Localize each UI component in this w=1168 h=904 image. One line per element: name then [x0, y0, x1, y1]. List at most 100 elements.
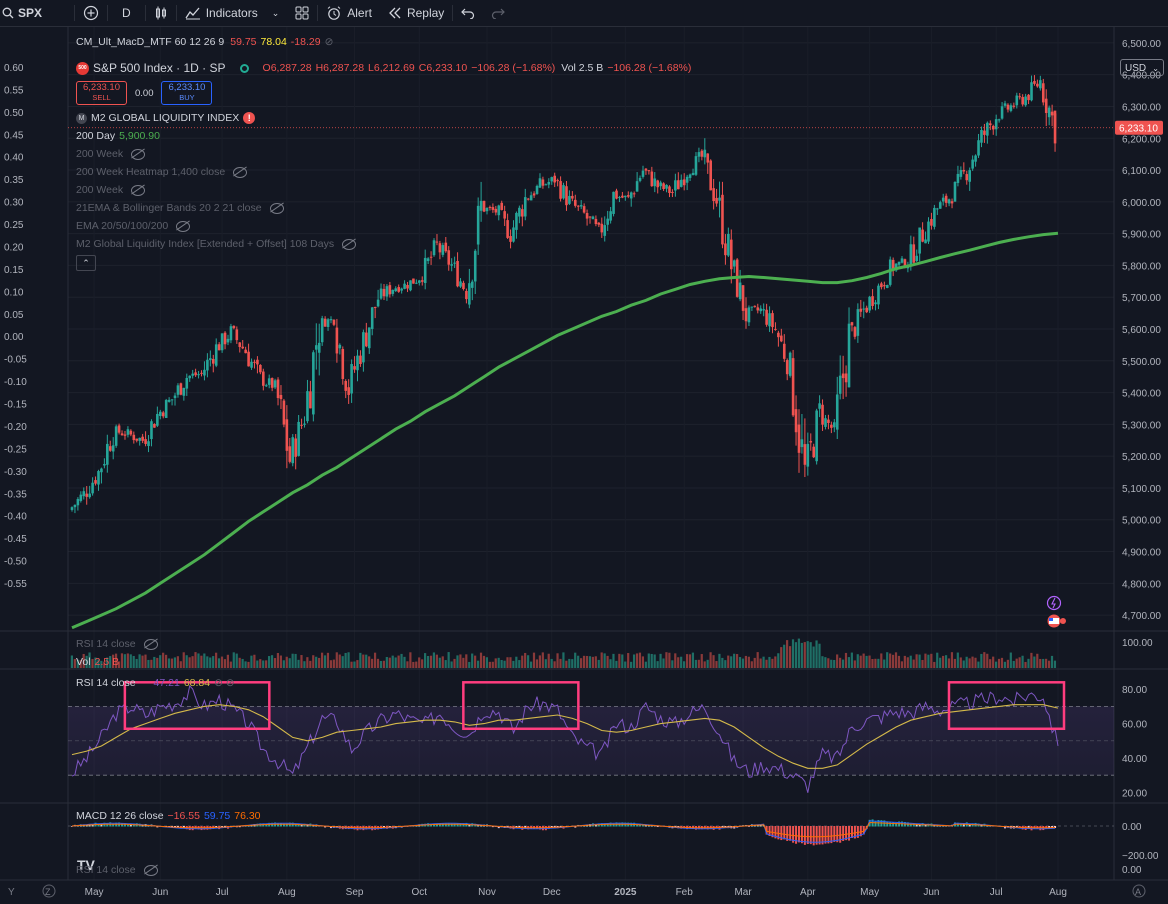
volume-bar — [718, 653, 721, 668]
volume-bar — [441, 656, 444, 668]
macd-histogram-bar — [91, 824, 94, 827]
candle-body — [367, 327, 371, 349]
collapse-legend-button[interactable]: ⌃ — [76, 255, 96, 271]
replay-button[interactable]: Replay — [380, 0, 452, 26]
candle-body — [129, 430, 133, 435]
main-series-legend[interactable]: 500 S&P 500 Index · 1D · SP O6,287.28 H6… — [76, 61, 691, 75]
event-markers[interactable] — [1046, 595, 1067, 628]
chart-type-button[interactable] — [146, 0, 176, 26]
volume-bar — [156, 657, 159, 668]
hidden-indicator-legend[interactable]: M2 Global Liquidity Index [Extended + Of… — [76, 238, 357, 250]
templates-button[interactable] — [287, 0, 317, 26]
volume-bar — [962, 660, 965, 668]
replay-label: Replay — [406, 6, 445, 20]
symbol-search[interactable]: SPX — [0, 0, 50, 26]
zoom-glyph: Z — [45, 887, 51, 897]
hidden-eye-icon[interactable] — [176, 220, 191, 232]
macd-histogram-bar — [441, 823, 444, 827]
hidden-indicator-legend[interactable]: 200 Week Heatmap 1,400 close — [76, 166, 248, 178]
interval-button[interactable]: D — [108, 0, 145, 26]
buy-button[interactable]: 6,233.10 BUY — [161, 81, 213, 105]
volume-tick-label: 100.00 — [1122, 638, 1153, 649]
candle-body — [744, 308, 748, 322]
hidden-indicator-legend[interactable]: 200 Week — [76, 148, 146, 160]
compare-button[interactable] — [75, 0, 107, 26]
macd-histogram-bar — [574, 826, 577, 828]
price-tick-label: 6,500.00 — [1122, 39, 1161, 50]
volume-bar — [453, 658, 456, 668]
rsi-hidden-legend[interactable]: RSI 14 close — [76, 638, 158, 650]
macd-histogram-bar — [818, 826, 821, 845]
candle-body — [574, 199, 577, 206]
candle-body — [106, 443, 109, 465]
candle-body — [485, 207, 489, 212]
alert-button[interactable]: Alert — [318, 0, 380, 26]
candle-body — [385, 286, 389, 297]
volume-bar — [585, 655, 589, 668]
volume-legend[interactable]: Vol 2.5 B — [76, 656, 119, 668]
hide-toggle-icon[interactable]: ⊘ — [324, 36, 334, 48]
undo-button[interactable] — [453, 0, 483, 26]
chart-canvas[interactable]: 0.60 0.55 0.50 0.45 0.40 0.35 0.30 0.25 0.20 0.15… — [0, 27, 1168, 904]
y-axis-toggle-icon[interactable]: Y — [8, 887, 15, 898]
lightning-event-icon[interactable] — [1046, 595, 1062, 611]
sell-button[interactable]: 6,233.10 SELL — [76, 81, 127, 105]
macd-histogram-value: −16.55 — [167, 810, 200, 822]
macd-legend[interactable]: MACD 12 26 close −16.55 59.75 76.30 — [76, 810, 261, 822]
volume-bar — [100, 660, 103, 668]
volume-bar — [371, 658, 374, 668]
redo-button[interactable] — [483, 0, 513, 26]
candle-body — [412, 278, 415, 284]
candle-body — [97, 471, 100, 485]
volume-bar — [568, 658, 571, 668]
indicators-button[interactable]: Indicators ⌄ — [177, 0, 288, 26]
volume-bar — [921, 659, 924, 668]
auto-scale-icon[interactable] — [1132, 884, 1146, 898]
volume-bar — [894, 652, 898, 668]
volume-bar — [786, 640, 789, 668]
candle-body — [606, 218, 609, 225]
ma200-legend[interactable]: 200 Day 5,900.90 — [76, 130, 160, 142]
volume-bar — [185, 655, 188, 668]
candle-body — [897, 261, 901, 265]
volume-bar — [341, 656, 344, 668]
hidden-eye-icon[interactable] — [143, 864, 158, 876]
error-icon[interactable]: ! — [243, 112, 256, 124]
divider — [144, 5, 146, 21]
macd-histogram-bar — [933, 825, 936, 827]
left-axis[interactable]: 0.60 0.55 0.50 0.45 0.40 0.35 0.30 0.25 0.20 0.15… — [4, 63, 27, 590]
candle-body — [188, 375, 192, 379]
hidden-indicator-legend[interactable]: 200 Week — [76, 184, 146, 196]
rsi-hidden-legend-2[interactable]: RSI 14 close — [76, 864, 158, 876]
currency-select[interactable]: USD ⌄ — [1120, 59, 1164, 76]
candle-body — [100, 468, 103, 473]
volume-bar — [1003, 661, 1007, 668]
hidden-eye-icon[interactable] — [131, 184, 146, 196]
macd-histogram-bar — [874, 821, 877, 827]
volume-bar — [844, 652, 848, 668]
volume-bar — [320, 652, 324, 668]
left-tick-label: -0.25 — [4, 444, 27, 455]
m2-index-legend[interactable]: M M2 GLOBAL LIQUIDITY INDEX ! — [76, 112, 256, 124]
macd-histogram-bar — [459, 823, 462, 827]
hidden-eye-icon[interactable] — [342, 238, 357, 250]
top-indicator-legend[interactable]: CM_Ult_MacD_MTF 60 12 26 9 59.75 78.04 -… — [76, 36, 333, 48]
hidden-eye-icon[interactable] — [269, 202, 284, 214]
candle-body — [426, 258, 430, 261]
hidden-eye-icon[interactable] — [131, 148, 146, 160]
rsi-legend[interactable]: RSI 14 close 47.21 68.84 ⊘ ⊘ — [76, 677, 235, 689]
volume-bar — [144, 654, 147, 668]
hidden-indicator-legend[interactable]: 21EMA & Bollinger Bands 20 2 21 close — [76, 202, 284, 214]
volume-bar — [359, 652, 362, 668]
macd-histogram-bar — [415, 825, 418, 827]
volume-bar — [780, 647, 783, 668]
zoom-reset-icon[interactable] — [42, 884, 56, 898]
hidden-indicator-legend[interactable]: EMA 20/50/100/200 — [76, 220, 191, 232]
price-axis[interactable]: 4,700.00 4,800.00 4,900.00 5,000.00 5,100.00… — [1122, 39, 1161, 622]
hidden-eye-icon[interactable] — [233, 166, 248, 178]
candle-body — [423, 257, 427, 284]
hidden-eye-icon[interactable] — [143, 638, 158, 650]
hide-toggle-icon[interactable]: ⊘ ⊘ — [214, 677, 235, 689]
volume-bar — [368, 656, 371, 668]
time-axis[interactable]: May Jun Jul Aug Sep Oct Nov Dec 2025 Feb Mar Apr May… — [85, 887, 1067, 898]
